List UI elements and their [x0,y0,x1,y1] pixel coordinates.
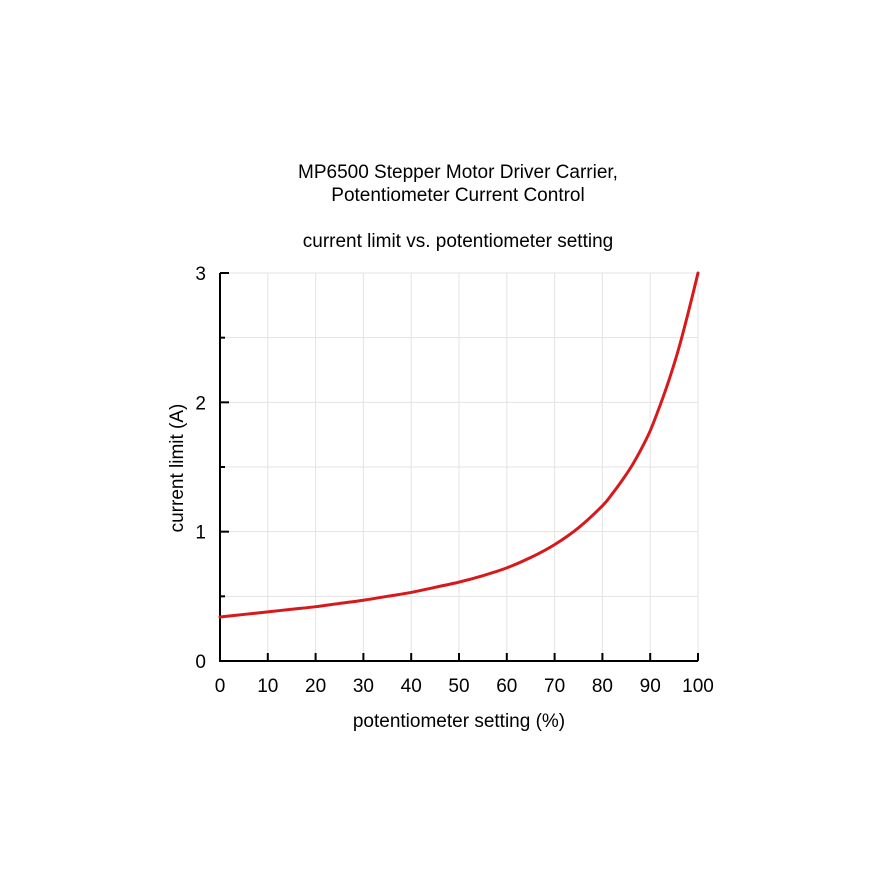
y-axis-label: current limit (A) [167,404,188,533]
x-tick-label: 40 [401,676,422,697]
chart-title-line-1: MP6500 Stepper Motor Driver Carrier, [298,162,618,183]
x-tick-label: 90 [640,676,661,697]
x-tick-label: 60 [496,676,517,697]
chart-title-line-2: Potentiometer Current Control [331,185,584,206]
y-tick-label: 2 [195,393,206,414]
x-tick-label: 30 [353,676,374,697]
x-tick-label: 80 [592,676,613,697]
series-line [218,271,700,619]
x-tick-label: 10 [257,676,278,697]
series-layer [218,271,700,619]
x-tick-label: 50 [448,676,469,697]
y-tick-label: 1 [195,523,206,544]
x-tick-label: 70 [544,676,565,697]
y-tick-label: 3 [195,264,206,285]
y-tick-label: 0 [195,652,206,673]
x-tick-label: 0 [215,676,226,697]
x-tick-label: 100 [682,676,714,697]
grid [220,272,699,661]
ticks: 0 10 20 30 40 50 60 70 80 90 100 0 1 2 3 [195,264,713,697]
x-axis-label: potentiometer setting (%) [353,711,565,732]
x-tick-label: 20 [305,676,326,697]
chart-subtitle: current limit vs. potentiometer setting [303,231,613,252]
